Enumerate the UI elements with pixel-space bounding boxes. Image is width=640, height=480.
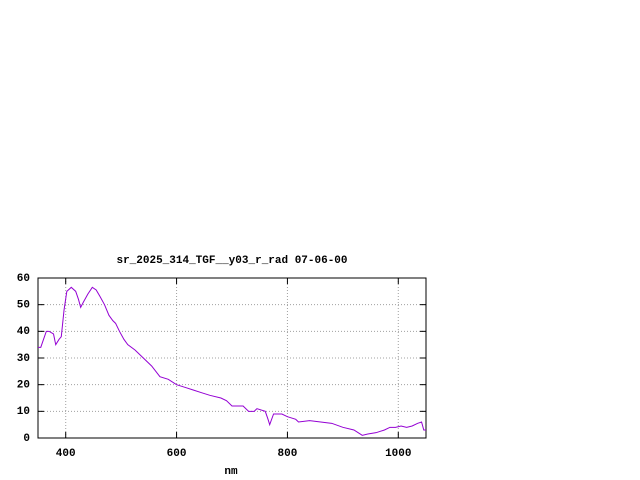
y-tick-label: 10 [17, 406, 30, 418]
y-tick-label: 60 [17, 273, 30, 285]
y-tick-label: 50 [17, 300, 30, 312]
x-tick-label: 600 [167, 448, 187, 460]
y-tick-label: 0 [23, 433, 30, 445]
x-tick-label: 1000 [385, 448, 411, 460]
x-axis-label: nm [224, 466, 238, 478]
x-tick-label: 400 [56, 448, 76, 460]
plot-frame [37, 277, 427, 439]
data-line [38, 286, 426, 436]
y-tick-label: 30 [17, 353, 30, 365]
y-tick-label: 20 [17, 380, 30, 392]
x-tick-label: 800 [278, 448, 298, 460]
y-tick-label: 40 [17, 326, 30, 338]
chart-title: sr_2025_314_TGF__y03_r_rad 07-06-00 [116, 255, 347, 267]
